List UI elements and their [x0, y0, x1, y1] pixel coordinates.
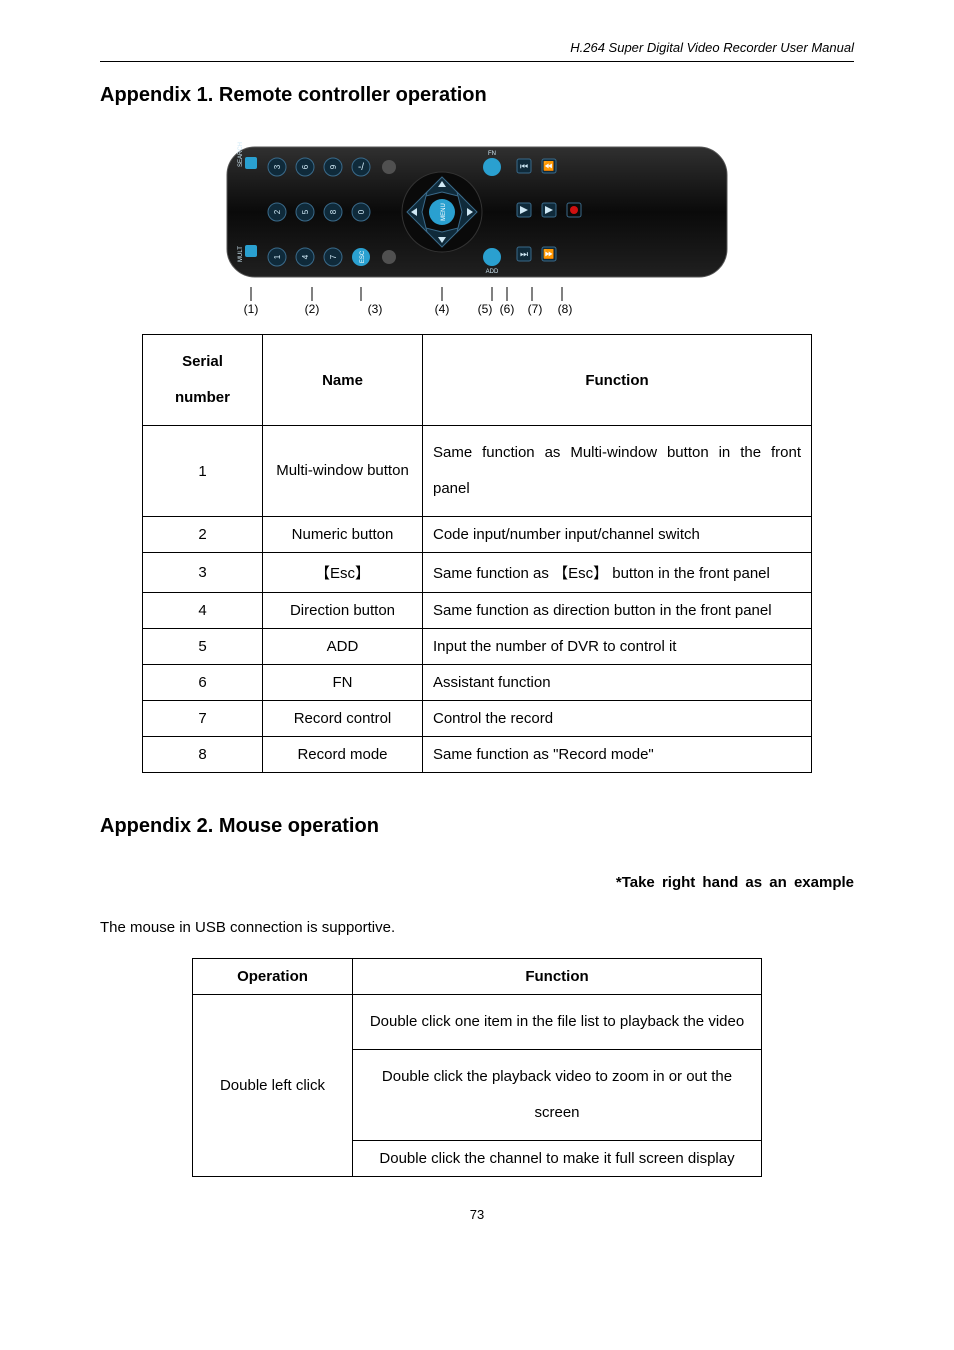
- svg-text:⏭: ⏭: [520, 249, 528, 259]
- th-fn: Function: [423, 335, 812, 426]
- fn-button: [483, 158, 501, 176]
- svg-text:9: 9: [329, 164, 338, 169]
- table-row: 4 Direction button Same function as dire…: [143, 593, 812, 629]
- svg-text:⏪: ⏪: [543, 160, 554, 171]
- appendix1-title: Appendix 1. Remote controller operation: [100, 84, 854, 107]
- table-row: 7 Record control Control the record: [143, 701, 812, 737]
- svg-text:(4): (4): [435, 302, 450, 316]
- th-name: Name: [263, 335, 423, 426]
- table-row: 5 ADD Input the number of DVR to control…: [143, 629, 812, 665]
- svg-text:FN: FN: [488, 151, 496, 157]
- manual-header: H.264 Super Digital Video Recorder User …: [100, 40, 854, 62]
- svg-text:(2): (2): [305, 302, 320, 316]
- svg-text:(5): (5): [478, 302, 493, 316]
- svg-text:0: 0: [357, 209, 366, 214]
- svg-text:4: 4: [301, 254, 310, 259]
- table-row: 6 FN Assistant function: [143, 665, 812, 701]
- svg-text:7: 7: [329, 254, 338, 259]
- svg-text:(6): (6): [500, 302, 515, 316]
- svg-text:-/: -/: [358, 162, 364, 173]
- svg-text:2: 2: [273, 209, 282, 214]
- svg-text:⏮: ⏮: [520, 161, 528, 171]
- svg-text:6: 6: [301, 164, 310, 169]
- table-row: 3 【Esc】 Same function as 【Esc】 button in…: [143, 553, 812, 593]
- svg-text:(1): (1): [244, 302, 259, 316]
- search-button: [245, 157, 257, 169]
- add-button: [483, 248, 501, 266]
- callout-lines: (1) (2) (3) (4) (5) (6) (7) (8): [217, 287, 737, 317]
- svg-text:5: 5: [301, 209, 310, 214]
- appendix2-title: Appendix 2. Mouse operation: [100, 815, 854, 838]
- direction-pad: MENU: [402, 172, 482, 252]
- label-mult: MULT: [238, 246, 244, 262]
- record-button: [570, 206, 578, 214]
- svg-text:1: 1: [273, 254, 282, 259]
- th-op: Operation: [193, 959, 353, 995]
- svg-text:(3): (3): [368, 302, 383, 316]
- th-fn2: Function: [353, 959, 762, 995]
- mouse-table: Operation Function Double left click Dou…: [192, 958, 762, 1177]
- right-hand-note: *Take right hand as an example: [100, 874, 854, 891]
- svg-text:MENU: MENU: [441, 203, 447, 221]
- remote-svg: SEARCH MULT 3 6 9 -/ 2 5 8: [217, 137, 737, 287]
- table-row: 1 Multi-window button Same function as M…: [143, 426, 812, 517]
- svg-text:ADD: ADD: [486, 269, 499, 275]
- table-row: 8 Record mode Same function as "Record m…: [143, 737, 812, 773]
- mult-button: [245, 245, 257, 257]
- mouse-intro: The mouse in USB connection is supportiv…: [100, 919, 854, 936]
- th-sn: Serial number: [143, 335, 263, 426]
- svg-text:8: 8: [329, 209, 338, 214]
- remote-table: Serial number Name Function 1 Multi-wind…: [142, 334, 812, 773]
- remote-figure: SEARCH MULT 3 6 9 -/ 2 5 8: [100, 137, 854, 322]
- page-number: 73: [100, 1207, 854, 1222]
- svg-text:⏩: ⏩: [543, 248, 554, 259]
- svg-text:(7): (7): [528, 302, 543, 316]
- esc-button: ESC: [360, 250, 366, 263]
- table-row: Double left click Double click one item …: [193, 995, 762, 1050]
- table-row: 2 Numeric button Code input/number input…: [143, 517, 812, 553]
- svg-text:3: 3: [273, 164, 282, 169]
- svg-text:(8): (8): [558, 302, 573, 316]
- label-search: SEARCH: [238, 142, 244, 167]
